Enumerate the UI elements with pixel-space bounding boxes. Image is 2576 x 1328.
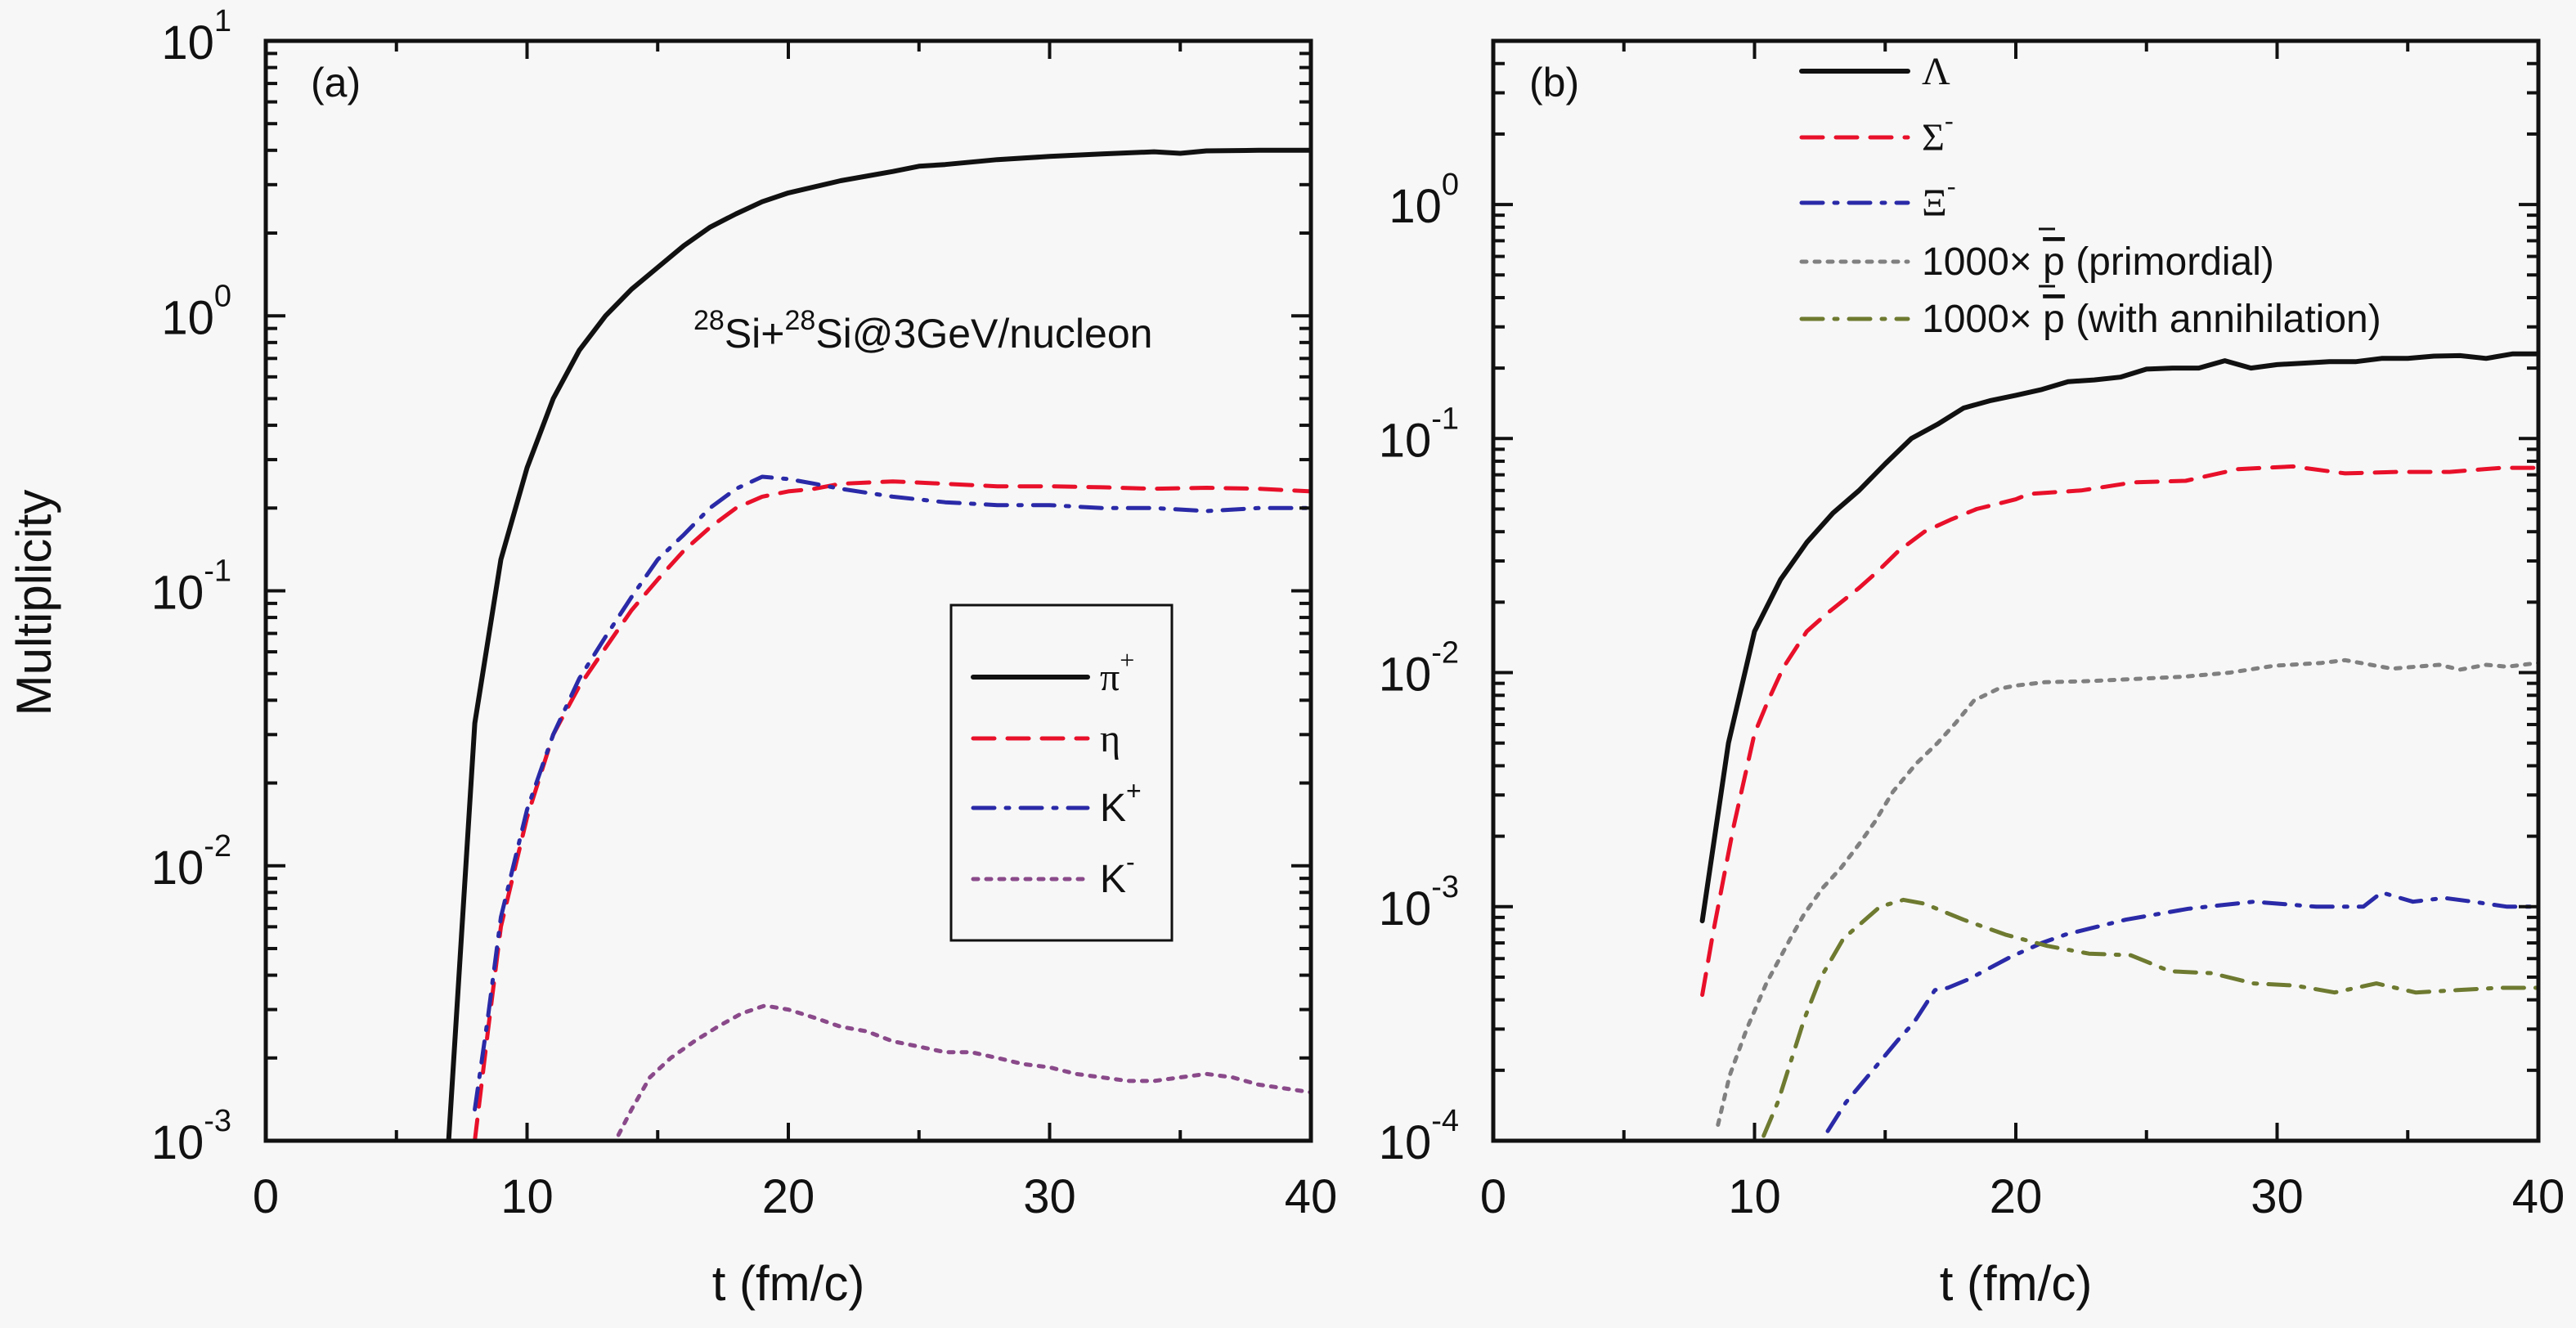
y-tick-label: 10-2: [151, 829, 231, 895]
series-line-1000-p-primordial-: [1716, 657, 2538, 1127]
panel-b-tick-labels: 0 10 20 30 40 10-4 10-3 10-2 10-1 100: [1379, 168, 2565, 1223]
series-line--: [446, 147, 1311, 1141]
legend-item: Λ: [1799, 50, 1950, 93]
y-tick-label: 10-1: [151, 554, 231, 620]
legend-item: K+: [971, 776, 1142, 830]
legend-label: Σ-: [1922, 105, 1954, 159]
legend-label: η: [1100, 717, 1120, 760]
legend-item: η: [971, 717, 1120, 760]
panel-b-legend: Λ Σ- Ξ- 1000× p (primordial) 1000× p (with a…: [1799, 50, 2381, 341]
panel-b-curves: [1699, 351, 2538, 1138]
legend-box: [949, 603, 1174, 942]
panel-a-label: (a): [311, 60, 361, 105]
panel-b-ticks: [1493, 41, 2538, 1141]
y-tick-label: 101: [161, 4, 231, 70]
x-tick-label: 30: [2251, 1170, 2304, 1223]
series-line-1000-p-with-annihilation-: [1761, 897, 2538, 1138]
x-tick-label: 40: [2512, 1170, 2565, 1223]
legend-item: 1000× p (with annihilation): [1799, 285, 2381, 341]
panel-a-ticks: [266, 41, 1311, 1141]
y-tick-label: 100: [161, 279, 231, 344]
legend-label: π+: [1100, 645, 1134, 699]
y-tick-label: 10-2: [1379, 636, 1459, 702]
legend-label: 1000× p (primordial): [1922, 240, 2274, 284]
panel-a-tick-labels: 0 10 20 30 40 10-3 10-2 10-1 100 101: [151, 4, 1338, 1223]
series-line--: [1699, 351, 2538, 924]
y-tick-label: 10-4: [1379, 1104, 1459, 1169]
legend-label: Ξ-: [1922, 171, 1956, 225]
x-tick-label: 30: [1023, 1170, 1076, 1223]
panel-b: 0 10 20 30 40 10-4 10-3 10-2 10-1 100 (b) Λ Σ- Ξ- 10…: [1379, 38, 2565, 1311]
x-tick-label: 10: [500, 1170, 554, 1223]
collision-annotation: 28Si+28Si@3GeV/nucleon: [693, 305, 1152, 357]
x-tick-label: 20: [762, 1170, 815, 1223]
series-line--: [1700, 464, 2538, 998]
legend-item: Ξ-: [1799, 171, 1956, 225]
legend-label: K-: [1100, 847, 1135, 901]
y-tick-label: 10-3: [1379, 870, 1459, 935]
legend-label: Λ: [1922, 50, 1950, 93]
panel-a-curves: [446, 147, 1311, 1141]
panel-a-x-axis-title: t (fm/c): [712, 1256, 865, 1311]
panel-b-label: (b): [1529, 60, 1579, 105]
legend-item: 1000× p (primordial): [1799, 227, 2274, 284]
legend-item: K-: [971, 847, 1135, 901]
legend-item: π+: [971, 645, 1134, 699]
x-tick-label: 0: [253, 1170, 279, 1223]
y-tick-label: 100: [1389, 168, 1459, 233]
y-tick-label: 10-3: [151, 1104, 231, 1169]
panel-a-legend: π+ η K+ K-: [949, 603, 1174, 942]
legend-label: 1000× p (with annihilation): [1922, 298, 2381, 341]
y-tick-label: 10-1: [1379, 402, 1459, 467]
panel-a: 0 10 20 30 40 10-3 10-2 10-1 100 101 (a) 28Si+28S…: [151, 4, 1338, 1311]
panel-b-x-axis-title: t (fm/c): [1940, 1256, 2093, 1311]
x-tick-label: 20: [1990, 1170, 2043, 1223]
x-tick-label: 0: [1480, 1170, 1506, 1223]
series-line-k-: [473, 474, 1311, 1112]
legend-item: Σ-: [1799, 105, 1954, 159]
legend-label: K+: [1100, 776, 1142, 830]
x-tick-label: 10: [1728, 1170, 1781, 1223]
x-tick-label: 40: [1285, 1170, 1338, 1223]
series-line--: [1825, 890, 2538, 1133]
y-axis-title: Multiplicity: [7, 490, 61, 716]
